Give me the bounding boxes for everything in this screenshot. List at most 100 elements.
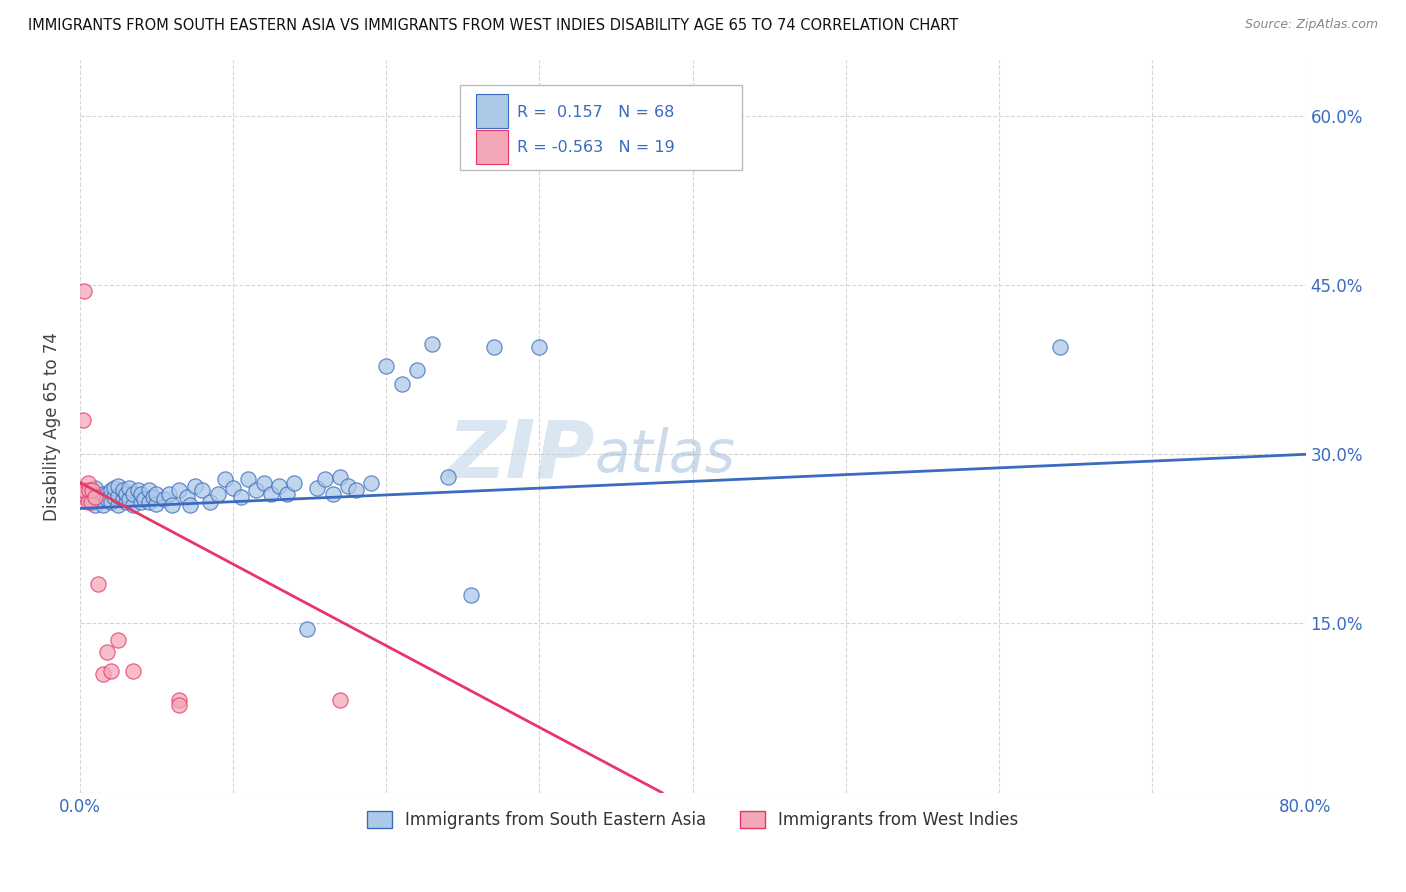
Point: [100, 664, 122, 678]
Point: [253, 475, 276, 490]
Point: [84, 498, 107, 512]
Point: [114, 494, 136, 508]
Point: [107, 489, 129, 503]
Point: [129, 494, 152, 508]
Point: [87, 577, 110, 591]
Point: [529, 340, 551, 354]
Point: [295, 622, 318, 636]
Point: [122, 487, 145, 501]
Point: [214, 472, 236, 486]
Point: [100, 483, 122, 498]
FancyBboxPatch shape: [475, 95, 508, 128]
Point: [229, 490, 252, 504]
Point: [84, 481, 107, 495]
Point: [122, 498, 145, 512]
Point: [191, 483, 214, 498]
Point: [138, 483, 160, 498]
Point: [73, 483, 96, 498]
Point: [406, 363, 429, 377]
Point: [184, 479, 207, 493]
Point: [314, 472, 336, 486]
Point: [360, 475, 382, 490]
Point: [245, 483, 267, 498]
Point: [91, 498, 114, 512]
Point: [460, 588, 482, 602]
Point: [344, 483, 367, 498]
Point: [107, 498, 129, 512]
Point: [329, 693, 352, 707]
Point: [207, 487, 229, 501]
Point: [96, 492, 118, 507]
Text: ZIP: ZIP: [447, 417, 595, 494]
Point: [127, 483, 149, 498]
Y-axis label: Disability Age 65 to 74: Disability Age 65 to 74: [44, 332, 60, 521]
Point: [329, 470, 352, 484]
Point: [142, 490, 165, 504]
Point: [72, 487, 94, 501]
Point: [307, 481, 329, 495]
Point: [76, 494, 98, 508]
Point: [169, 483, 191, 498]
Point: [76, 492, 98, 507]
Point: [482, 340, 505, 354]
Point: [198, 494, 221, 508]
Point: [179, 498, 201, 512]
Point: [111, 483, 134, 498]
Point: [157, 487, 180, 501]
Point: [114, 487, 136, 501]
Point: [176, 490, 198, 504]
Point: [100, 494, 122, 508]
Point: [391, 377, 413, 392]
Point: [91, 487, 114, 501]
Legend: Immigrants from South Eastern Asia, Immigrants from West Indies: Immigrants from South Eastern Asia, Immi…: [360, 804, 1025, 836]
Point: [72, 413, 94, 427]
Point: [73, 284, 96, 298]
Point: [82, 483, 104, 498]
Point: [77, 483, 100, 498]
Point: [111, 492, 134, 507]
Point: [118, 492, 141, 507]
Point: [145, 487, 167, 501]
Point: [322, 487, 344, 501]
Point: [160, 498, 183, 512]
Text: R =  0.157   N = 68: R = 0.157 N = 68: [517, 104, 675, 120]
Point: [122, 664, 145, 678]
Text: IMMIGRANTS FROM SOUTH EASTERN ASIA VS IMMIGRANTS FROM WEST INDIES DISABILITY AGE: IMMIGRANTS FROM SOUTH EASTERN ASIA VS IM…: [28, 18, 959, 33]
Point: [222, 481, 245, 495]
Point: [420, 336, 443, 351]
Point: [1049, 340, 1071, 354]
Point: [84, 490, 107, 504]
Point: [145, 497, 167, 511]
Text: Source: ZipAtlas.com: Source: ZipAtlas.com: [1244, 18, 1378, 31]
Point: [260, 487, 283, 501]
Point: [118, 481, 141, 495]
Point: [375, 359, 398, 374]
Point: [267, 479, 290, 493]
Point: [96, 645, 118, 659]
Point: [129, 487, 152, 501]
Point: [96, 487, 118, 501]
Point: [82, 487, 104, 501]
Point: [238, 472, 260, 486]
Text: atlas: atlas: [595, 427, 735, 484]
Point: [87, 492, 110, 507]
Point: [169, 693, 191, 707]
Point: [436, 470, 458, 484]
Point: [107, 633, 129, 648]
Point: [76, 475, 98, 490]
FancyBboxPatch shape: [460, 86, 742, 169]
Point: [91, 667, 114, 681]
Point: [336, 479, 359, 493]
Point: [283, 475, 305, 490]
Point: [103, 490, 125, 504]
Point: [276, 487, 298, 501]
Point: [138, 494, 160, 508]
Point: [153, 492, 176, 507]
Point: [79, 494, 101, 508]
Text: R = -0.563   N = 19: R = -0.563 N = 19: [517, 140, 675, 155]
FancyBboxPatch shape: [475, 130, 508, 163]
Point: [103, 481, 125, 495]
Point: [107, 479, 129, 493]
Point: [134, 492, 156, 507]
Point: [169, 698, 191, 712]
